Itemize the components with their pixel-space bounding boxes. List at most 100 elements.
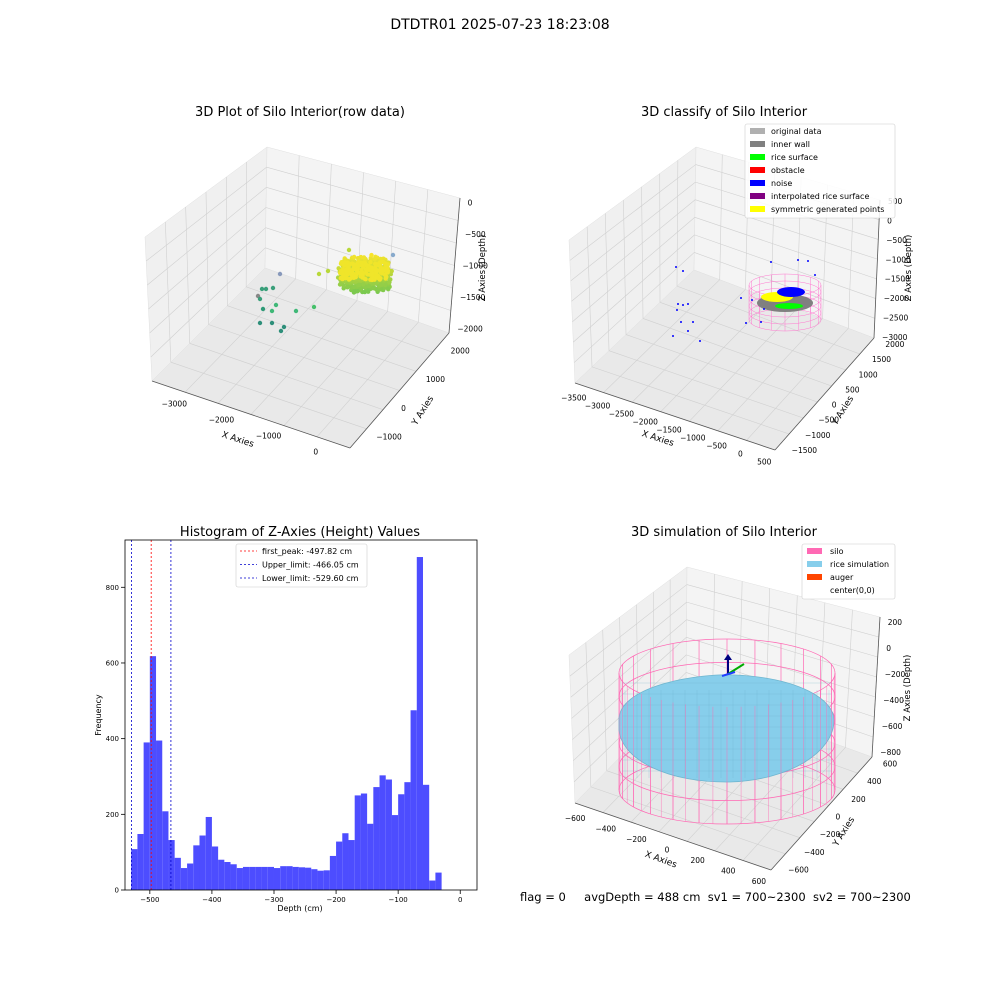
p1-z-tick: 0 [468, 199, 473, 208]
raw-point [343, 260, 347, 264]
classify-legend-label: rice surface [771, 153, 818, 162]
histogram-bar [212, 846, 218, 890]
noise-point [751, 299, 753, 301]
p2-x-tick: −3000 [585, 402, 611, 411]
histogram-bar [311, 869, 317, 890]
p1-y-tick: 2000 [451, 346, 470, 355]
histogram-bar [417, 557, 423, 890]
raw-point [352, 285, 356, 289]
classify-legend-label: obstacle [771, 166, 805, 175]
histogram-bar [392, 815, 398, 890]
histogram-x-tick: −500 [140, 896, 159, 904]
raw-point [349, 271, 353, 275]
p2-x-tick: −3500 [561, 394, 587, 403]
raw-point [338, 282, 342, 286]
raw-point [373, 257, 377, 261]
raw-point [366, 290, 370, 294]
classify-legend-swatch [750, 193, 765, 199]
histogram-x-tick: −100 [389, 896, 408, 904]
classify-legend-swatch [750, 141, 765, 147]
histogram-y-tick: 800 [106, 584, 119, 592]
classify-legend-swatch [750, 167, 765, 173]
histogram-bar [286, 866, 292, 890]
histogram-bar [237, 868, 243, 890]
simulation-legend-label: silo [830, 547, 844, 556]
simulation-legend-label: rice simulation [830, 560, 889, 569]
p1-y-tick: 0 [401, 404, 406, 413]
histogram-bar [330, 856, 336, 890]
p1-y-tick: −1000 [376, 433, 402, 442]
raw-point [378, 276, 382, 280]
histogram-bar [299, 867, 305, 890]
raw-point [357, 283, 361, 287]
raw-plot-title: 3D Plot of Silo Interior(row data) [195, 105, 405, 120]
histogram-bar [355, 795, 361, 890]
raw-point [341, 273, 345, 277]
raw-outlier-point [317, 272, 321, 276]
p2-x-tick: −2500 [609, 410, 635, 419]
p2-x-tick: −1000 [680, 433, 706, 442]
classify-legend-swatch [750, 180, 765, 186]
raw-point [339, 269, 343, 273]
classify-legend-label: noise [771, 179, 792, 188]
histogram-legend: first_peak: -497.82 cmUpper_limit: -466.… [236, 544, 367, 587]
rice-surface-points [775, 303, 803, 309]
p2-x-tick: −1500 [656, 426, 682, 435]
noise-point [699, 340, 701, 342]
histogram-bar [255, 867, 261, 890]
raw-outlier-point [294, 309, 298, 313]
histogram-bar [156, 741, 162, 890]
histogram-bar [243, 867, 249, 890]
raw-point [361, 282, 365, 286]
classify-plot-title: 3D classify of Silo Interior [641, 105, 808, 120]
noise-point [760, 321, 762, 323]
raw-data-3d-plot: 3D Plot of Silo Interior(row data) −3000… [145, 105, 488, 456]
raw-outlier-point [312, 305, 316, 309]
histogram-bar [324, 870, 330, 890]
simulation-plot-title: 3D simulation of Silo Interior [631, 525, 818, 540]
p2-y-tick: 1000 [859, 370, 878, 379]
p4-x-tick: −200 [626, 835, 647, 844]
histogram-bar [280, 866, 286, 890]
histogram-bar [175, 858, 181, 890]
histogram-x-tick: 0 [458, 896, 462, 904]
raw-point [360, 275, 364, 279]
histogram-bar [262, 867, 268, 890]
raw-outlier-point [278, 272, 282, 276]
histogram-bar [423, 785, 429, 890]
histogram-bar [317, 871, 323, 890]
p4-z-tick: 200 [888, 618, 903, 627]
raw-outlier-point [260, 287, 264, 291]
raw-point [387, 280, 391, 284]
noise-point [682, 304, 684, 306]
raw-point [370, 271, 374, 275]
histogram-legend-label: first_peak: -497.82 cm [262, 547, 352, 556]
raw-point [353, 289, 357, 293]
p1-z-tick: −2000 [457, 324, 483, 333]
p2-z-tick: −3000 [882, 333, 908, 342]
histogram-y-tick: 0 [115, 887, 119, 895]
status-footer: flag = 0 avgDepth = 488 cm sv1 = 700~230… [520, 890, 911, 904]
histogram-bar [435, 873, 441, 890]
p2-y-tick: −1000 [805, 431, 831, 440]
classify-3d-plot: 3D classify of Silo Interior −3500−3000−… [561, 105, 914, 466]
p2-x-tick: 0 [738, 449, 743, 458]
noise-point [763, 308, 765, 310]
histogram-bar [367, 824, 373, 890]
raw-outlier-point [282, 325, 286, 329]
p1-x-tick: −1000 [256, 431, 282, 440]
raw-point [380, 260, 384, 264]
histogram-bar [187, 864, 193, 890]
p1-x-tick: −3000 [162, 400, 188, 409]
histogram-bar [336, 842, 342, 890]
p4-x-tick: 0 [665, 846, 670, 855]
simulation-3d-plot: 3D simulation of Silo Interior −600−400−… [565, 525, 913, 886]
histogram-bar [206, 817, 212, 890]
raw-point [386, 287, 390, 291]
raw-point [375, 275, 379, 279]
raw-outlier-point [274, 303, 278, 307]
histogram-bar [274, 868, 280, 890]
classify-plot-legend: original data inner wall rice surface obsta… [745, 124, 895, 218]
p4-x-tick: −600 [565, 814, 586, 823]
noise-point [814, 274, 816, 276]
